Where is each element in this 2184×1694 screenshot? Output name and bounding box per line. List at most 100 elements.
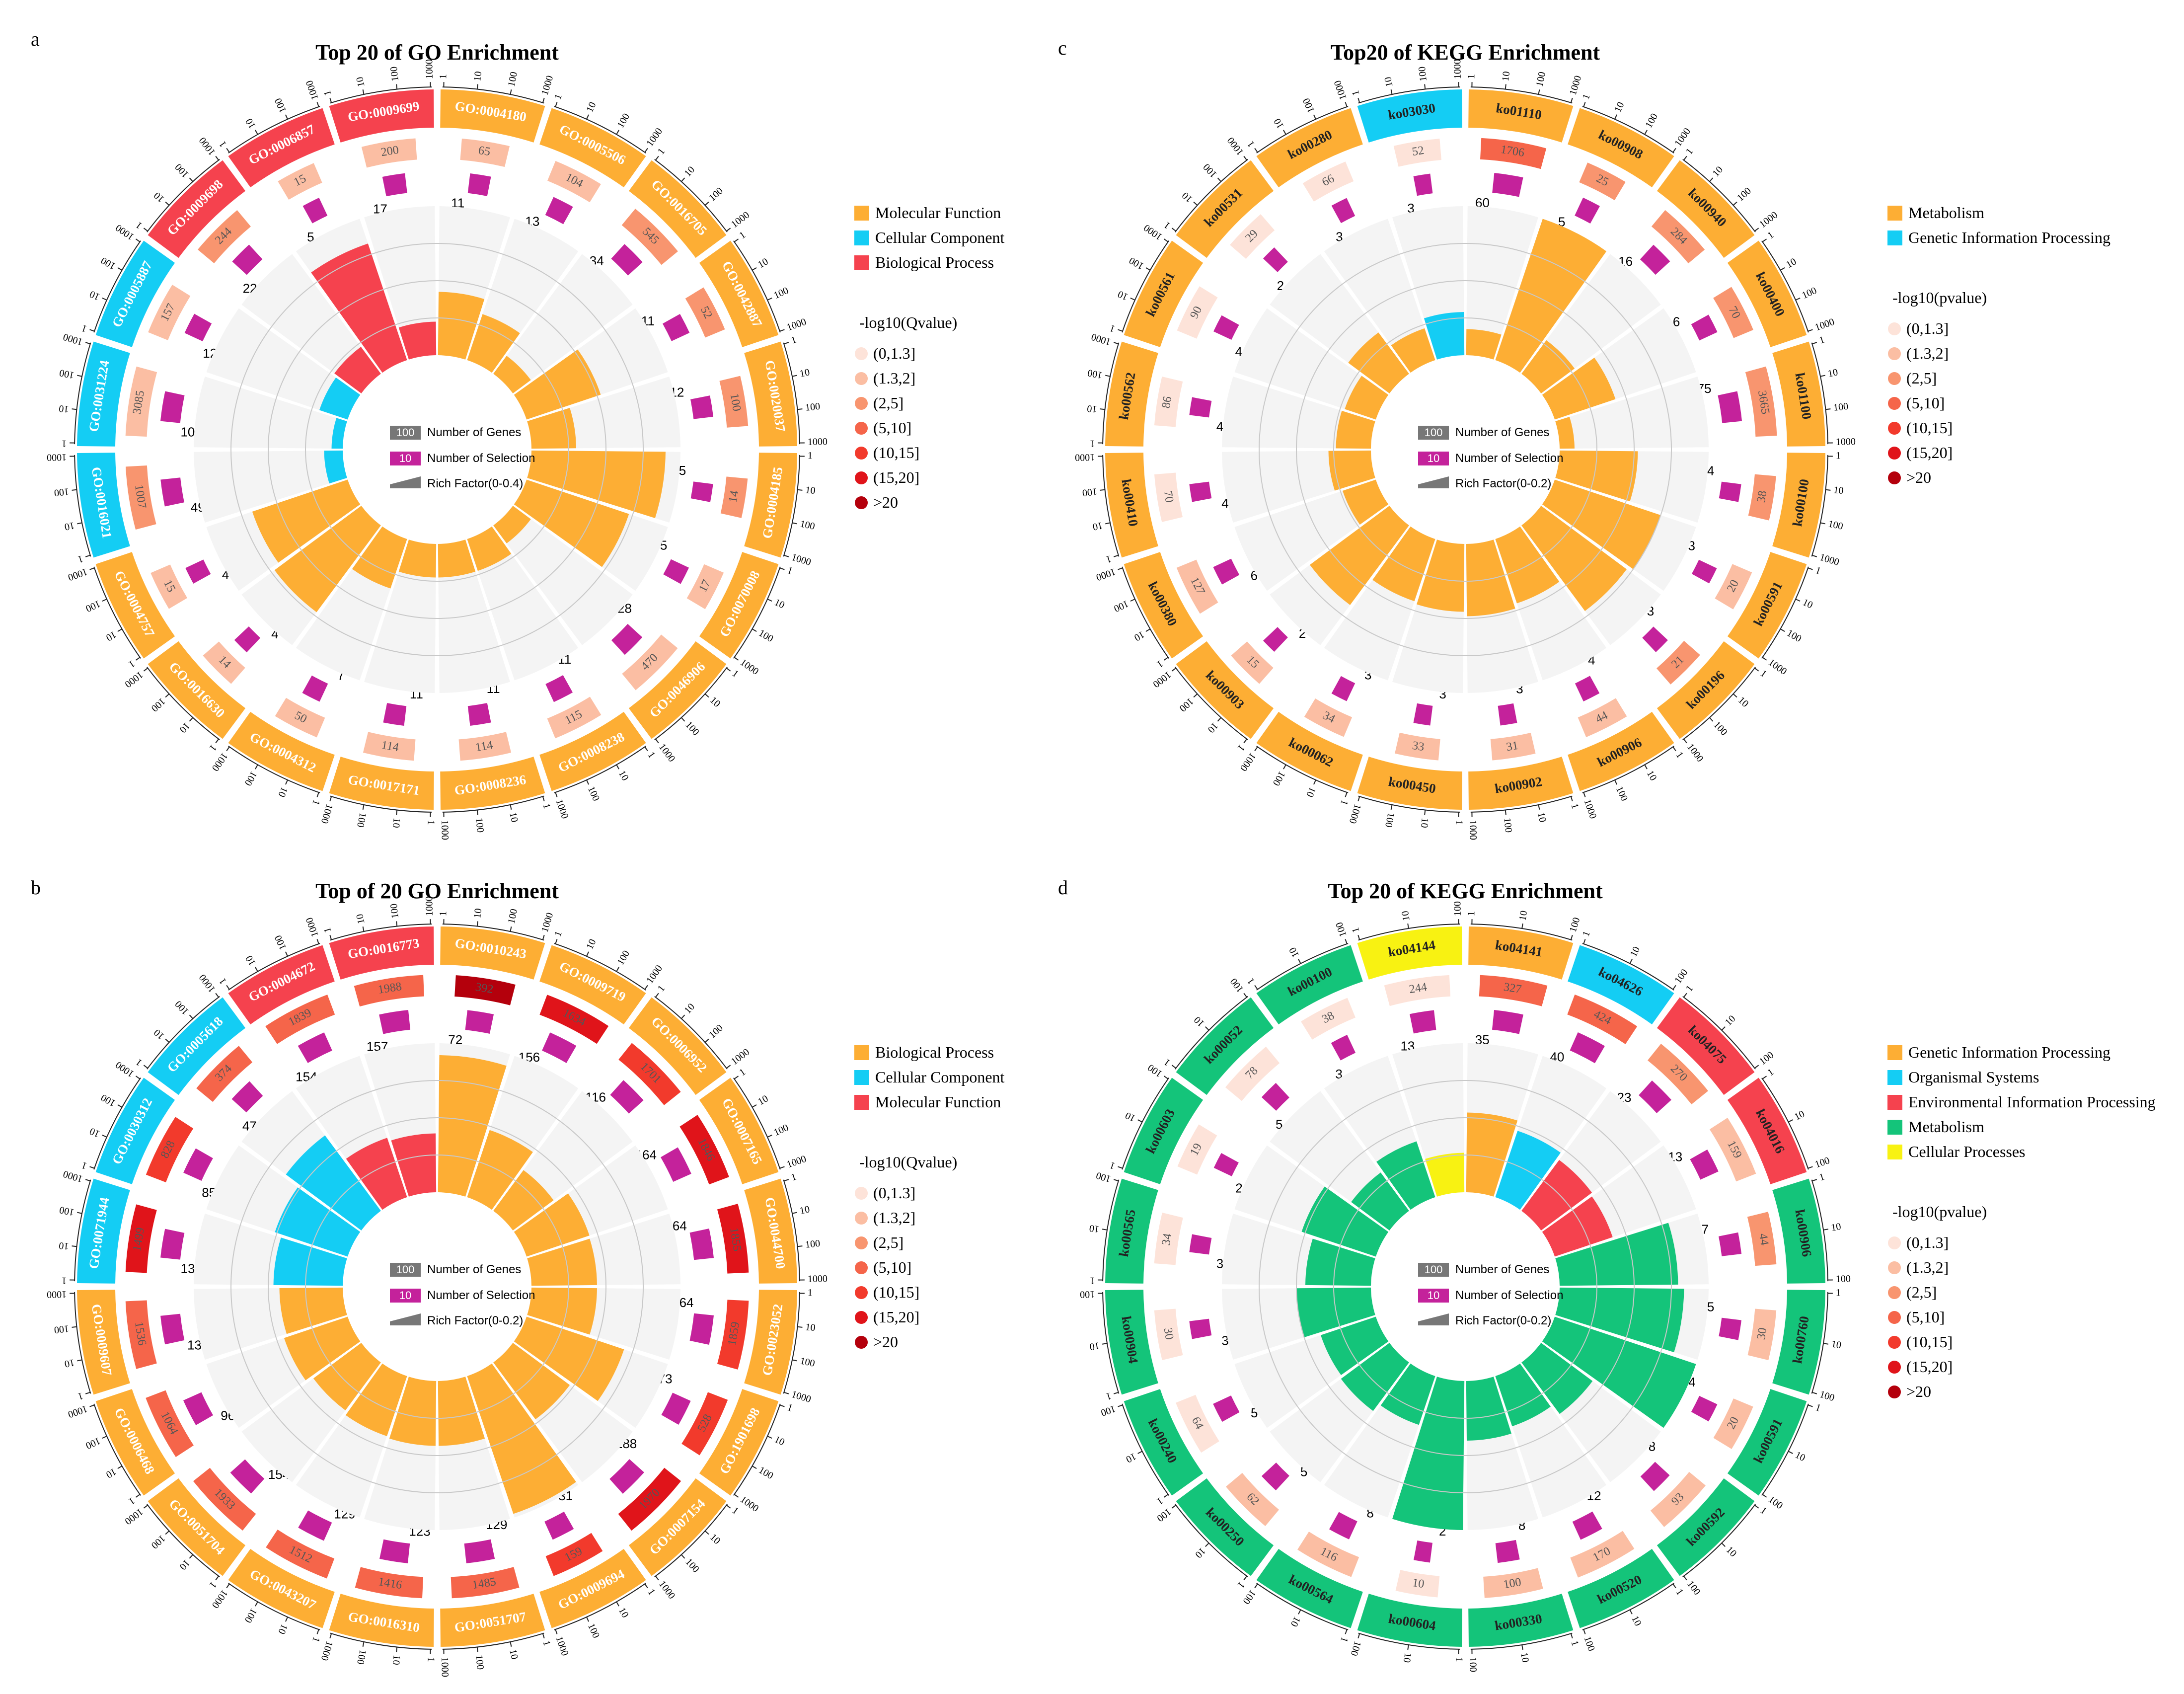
tick-mark	[285, 951, 288, 957]
tick-label: 1	[737, 1067, 748, 1078]
tick-label: 100	[1127, 255, 1145, 272]
tick-mark	[1583, 1629, 1586, 1634]
tick-label: 10	[88, 1125, 101, 1139]
selection-bar	[383, 703, 407, 726]
id-band	[744, 453, 797, 558]
selection-bar	[1261, 1463, 1289, 1491]
tick-axis	[1470, 795, 1573, 813]
selection-bar	[1570, 1032, 1605, 1064]
genes-bar	[203, 641, 245, 684]
id-band	[77, 1178, 130, 1284]
id-band	[228, 711, 335, 791]
tick-label: 10	[472, 71, 484, 81]
tick-label: 1	[808, 450, 813, 461]
genes-bar	[198, 210, 251, 263]
genes-bar	[717, 1300, 749, 1370]
tick-mark	[1780, 267, 1785, 271]
tick-mark	[1570, 97, 1573, 103]
genes-bar	[125, 1204, 157, 1273]
tick-mark	[767, 297, 772, 301]
id-band	[1772, 1290, 1825, 1395]
legend-q-label: (0,1.3]	[873, 344, 915, 362]
selection-bar	[1329, 1512, 1357, 1540]
selection-bar	[1492, 1010, 1523, 1034]
tick-label: 100	[757, 627, 775, 644]
tick-label: 1000	[539, 75, 556, 97]
tick-label: 10	[507, 811, 520, 823]
legend-category: Biological Process	[875, 1043, 994, 1061]
tick-label: 100	[707, 185, 725, 203]
tick-mark	[734, 1076, 739, 1079]
tick-mark	[1683, 993, 1687, 998]
selection-bar	[1189, 481, 1212, 502]
tick-label: 100	[1228, 976, 1246, 995]
tick-label: 1	[1090, 1275, 1095, 1286]
tick-mark	[85, 1179, 91, 1182]
tick-mark	[510, 1641, 512, 1647]
tick-mark	[189, 1014, 193, 1019]
rich-bar	[1555, 1223, 1678, 1286]
tick-mark	[1407, 923, 1409, 929]
tick-label: 1000	[785, 1154, 808, 1170]
tick-mark	[396, 84, 398, 89]
rich-grid-circle	[1296, 1117, 1635, 1456]
genes-bar	[1579, 162, 1626, 201]
legend-swatch	[854, 255, 869, 270]
rich-bar	[352, 526, 407, 589]
id-band	[1772, 1178, 1825, 1284]
id-band	[1568, 108, 1674, 188]
tick-mark	[1205, 1542, 1209, 1547]
tick-axis	[783, 1179, 800, 1282]
legend-swatch	[1887, 206, 1902, 221]
rich-bar	[1495, 1131, 1561, 1210]
tick-mark	[1390, 804, 1393, 810]
tick-label: 10	[773, 1434, 786, 1448]
selection-bar	[1213, 315, 1239, 340]
tick-label: 10	[756, 1093, 770, 1107]
tick-mark	[1118, 1404, 1123, 1407]
selection-bar	[183, 1148, 213, 1181]
tick-mark	[135, 1494, 141, 1498]
tick-label: 1	[1454, 820, 1465, 825]
tick-axis	[74, 455, 91, 557]
legend-category: Molecular Function	[875, 204, 1001, 222]
id-band	[1357, 926, 1462, 980]
tick-mark	[1243, 1576, 1247, 1581]
tick-label: 10	[390, 1654, 402, 1665]
selection-bar	[382, 173, 407, 197]
tick-label: 100	[1086, 367, 1103, 381]
tick-label: 100	[586, 785, 602, 803]
rich-bar	[319, 378, 361, 420]
tick-label: 100	[58, 1204, 75, 1218]
tick-label: 10	[390, 817, 402, 828]
tick-label: 1	[1350, 926, 1362, 934]
tick-label: 100	[1534, 71, 1548, 87]
tick-mark	[476, 921, 478, 926]
tick-label: 1000	[738, 657, 760, 677]
tick-label: 100	[615, 111, 632, 130]
tick-label: 1	[438, 74, 449, 79]
tick-axis	[330, 1632, 432, 1650]
tick-label: 100	[99, 255, 117, 272]
legend-q-label: (5,10]	[873, 419, 911, 437]
tick-label: 1	[1758, 668, 1769, 680]
tick-axis	[228, 943, 320, 991]
id-band	[628, 1478, 727, 1576]
legend-q-dot	[855, 422, 868, 435]
tick-label: 1000	[1757, 210, 1780, 231]
selection-bar	[1719, 481, 1741, 502]
tick-label: 1000	[657, 742, 678, 764]
legend-q-label: (10,15]	[1906, 1333, 1953, 1351]
tick-mark	[734, 238, 739, 242]
rich-bar	[467, 1130, 533, 1210]
tick-mark	[1807, 567, 1813, 570]
tick-label: 1	[786, 565, 794, 577]
id-band	[1727, 552, 1807, 659]
tick-label: 1	[1466, 911, 1477, 916]
legend-q-label: (10,15]	[873, 444, 919, 462]
rich-bar	[334, 347, 381, 393]
tick-mark	[143, 1065, 148, 1069]
